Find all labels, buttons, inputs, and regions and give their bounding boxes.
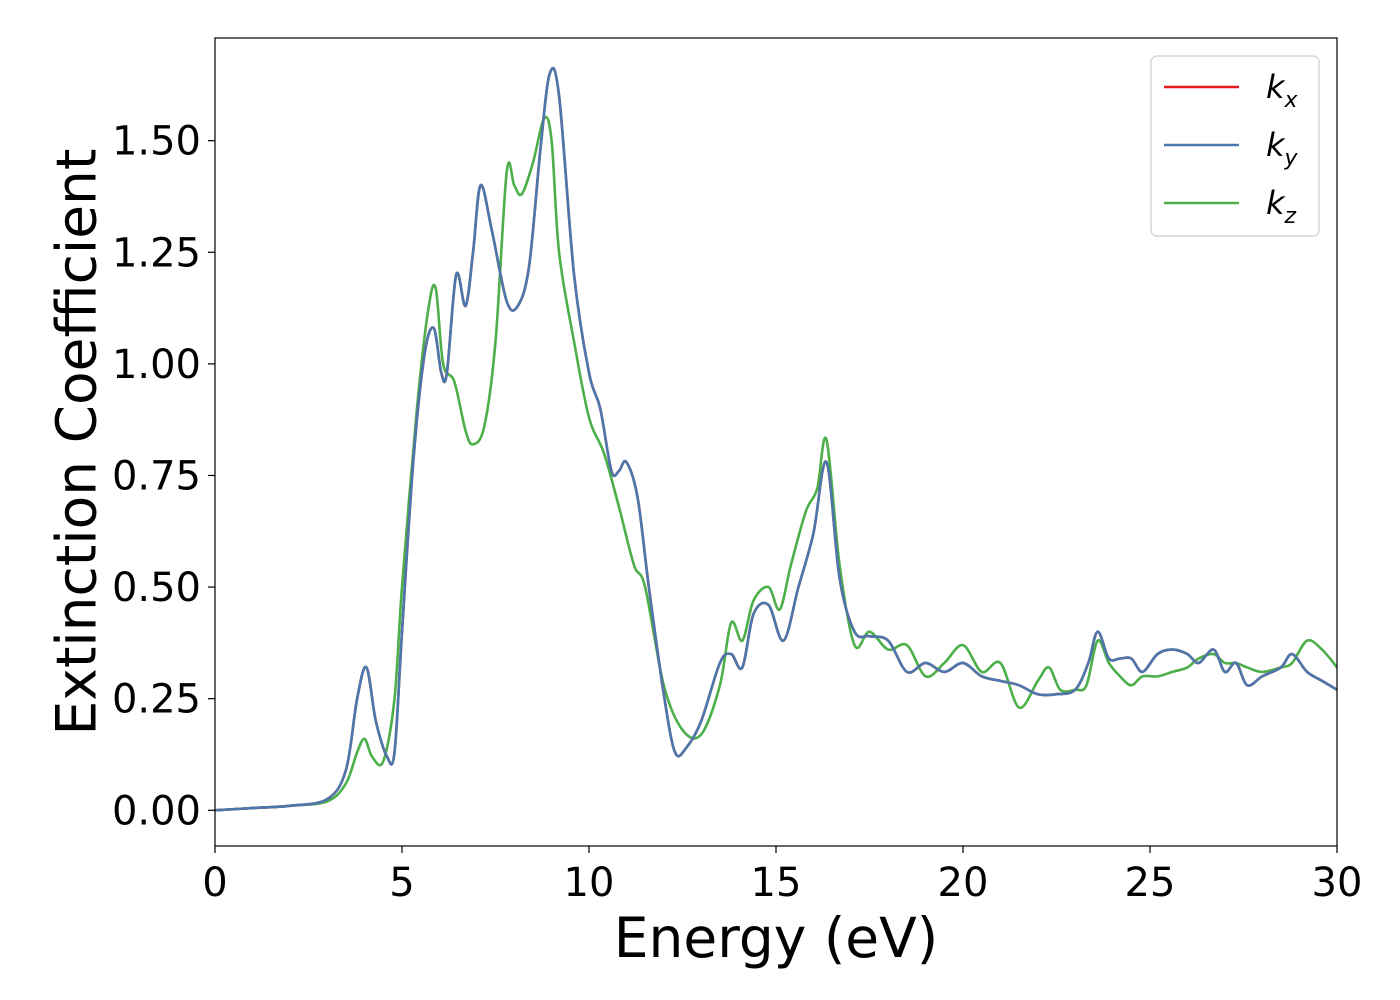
x-axis-title: Energy (eV) xyxy=(614,906,938,970)
x-tick-label: 10 xyxy=(564,860,615,906)
legend-label-sub: x xyxy=(1284,88,1299,113)
legend-label-y: ky xyxy=(1266,126,1299,171)
y-tick-label: 1.50 xyxy=(112,119,201,165)
x-tick-label: 15 xyxy=(751,860,802,906)
legend-label-sub: z xyxy=(1284,204,1297,229)
x-tick-label: 25 xyxy=(1125,860,1176,906)
y-tick-label: 1.00 xyxy=(112,342,201,388)
series-line-y xyxy=(215,66,1337,812)
legend-label-main: k xyxy=(1266,68,1286,106)
x-tick-label: 20 xyxy=(938,860,989,906)
series-line-z xyxy=(215,115,1337,812)
y-tick-label: 0.25 xyxy=(112,677,201,723)
x-tick-label: 0 xyxy=(202,860,227,906)
y-tick-label: 0.50 xyxy=(112,565,201,611)
x-tick-label: 5 xyxy=(389,860,414,906)
series-layer xyxy=(215,66,1337,812)
y-tick-label: 0.75 xyxy=(112,453,201,499)
legend-label-sub: y xyxy=(1284,146,1299,171)
y-axis-title: Extinction Coefficient xyxy=(44,149,108,736)
y-axis: 0.00 0.25 0.50 0.75 1.00 1.25 1.50 xyxy=(112,119,215,834)
legend-label-x: kx xyxy=(1266,68,1299,113)
legend-label-z: kz xyxy=(1266,184,1297,229)
legend-label-main: k xyxy=(1266,126,1286,164)
y-tick-label: 0.00 xyxy=(112,788,201,834)
legend-label-main: k xyxy=(1266,184,1286,222)
x-tick-label: 30 xyxy=(1312,860,1363,906)
x-axis: 0 5 10 15 20 25 30 xyxy=(202,846,1362,906)
y-tick-label: 1.25 xyxy=(112,230,201,276)
